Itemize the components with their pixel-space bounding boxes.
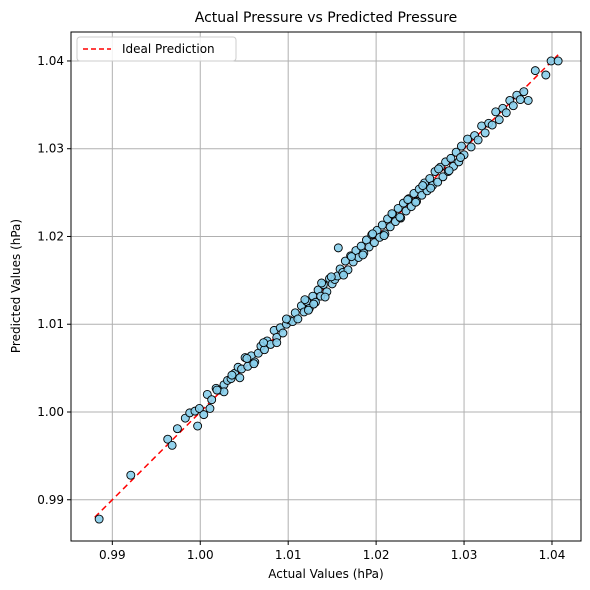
scatter-point: [456, 153, 465, 162]
scatter-point: [317, 278, 327, 288]
scatter-point: [519, 87, 529, 97]
scatter-point: [387, 209, 397, 219]
scatter-point: [259, 338, 269, 348]
scatter-point: [205, 404, 215, 413]
scatter-point: [339, 270, 349, 280]
scatter-point: [487, 120, 497, 130]
y-axis-ticks: 0.99 1.00 1.01 1.02 1.03 1.04: [37, 54, 71, 507]
legend-box: [76, 36, 237, 62]
x-tick-label: 1.02: [363, 548, 390, 562]
scatter-point: [212, 385, 222, 395]
scatter-point: [438, 172, 448, 182]
plot-frame: [70, 31, 582, 542]
scatter-point: [199, 410, 209, 420]
x-axis-title: Actual Values (hPa): [268, 567, 383, 581]
scatter-point: [491, 107, 501, 117]
scatter-point: [272, 338, 282, 348]
scatter-point: [227, 370, 237, 380]
scatter-point: [426, 183, 436, 193]
scatter-point: [434, 164, 444, 174]
scatter-point: [293, 314, 303, 324]
x-axis-ticks: 0.99 1.00 1.01 1.02 1.03 1.04: [99, 541, 565, 562]
x-tick-label: 0.99: [99, 548, 126, 562]
x-tick-label: 1.00: [187, 548, 214, 562]
scatter-point: [515, 95, 525, 105]
scatter-point: [385, 222, 395, 232]
scatter-point: [172, 424, 182, 434]
scatter-point: [466, 142, 476, 152]
scatter-point: [300, 295, 310, 305]
scatter-point: [463, 134, 473, 144]
scatter-point: [326, 272, 336, 282]
scatter-point: [194, 404, 204, 413]
scatter-point: [523, 96, 533, 105]
x-tick-label: 1.04: [539, 548, 566, 562]
scatter-point: [403, 195, 413, 205]
scatter-point: [456, 141, 466, 151]
y-tick-label: 1.00: [37, 405, 64, 419]
scatter-point: [411, 197, 421, 207]
x-tick-label: 1.03: [451, 548, 478, 562]
scatter-point: [395, 212, 405, 222]
x-tick-label: 1.01: [275, 548, 302, 562]
scatter-point: [379, 231, 389, 241]
points-layer: [94, 56, 563, 524]
y-tick-label: 0.99: [37, 493, 64, 507]
scatter-point: [358, 250, 368, 260]
scatter-point: [347, 252, 356, 262]
scatter-point: [320, 292, 330, 302]
scatter-point: [167, 440, 177, 450]
y-tick-label: 1.01: [37, 317, 64, 331]
legend-label: Ideal Prediction: [122, 42, 215, 56]
scatter-point: [193, 421, 203, 431]
chart-title: Actual Pressure vs Predicted Pressure: [195, 10, 458, 26]
y-tick-label: 1.04: [37, 54, 64, 68]
scatter-point: [369, 238, 379, 248]
scatter-point: [541, 70, 551, 80]
legend: Ideal Prediction: [76, 36, 237, 62]
scatter-point: [473, 135, 483, 145]
scatter-point: [494, 115, 504, 125]
scatter-point: [446, 153, 456, 163]
y-axis-title: Predicted Values (hPa): [9, 219, 23, 353]
scatter-point: [249, 359, 259, 369]
scatter-point: [235, 373, 245, 383]
scatter-point: [393, 203, 403, 213]
scatter-point: [309, 299, 319, 309]
scatter-point: [333, 243, 343, 253]
scatter-point: [501, 108, 511, 118]
scatter-point: [480, 128, 490, 138]
scatter-point: [553, 56, 563, 66]
scatter-point: [508, 101, 518, 111]
scatter-point: [433, 177, 443, 187]
y-tick-label: 1.03: [37, 142, 64, 156]
y-tick-label: 1.02: [37, 229, 64, 243]
scatter-point: [368, 229, 378, 239]
scatter-point: [207, 395, 217, 405]
scatter-point: [444, 166, 454, 176]
scatter-point: [126, 470, 136, 480]
scatter-point: [242, 354, 252, 363]
scatter-point: [278, 328, 288, 338]
scatter-point: [281, 314, 291, 324]
scatter-point: [163, 434, 173, 444]
scatter-point: [418, 181, 428, 191]
scatter-point: [530, 66, 540, 76]
scatter-point: [94, 514, 104, 524]
scatter-point: [303, 305, 313, 315]
